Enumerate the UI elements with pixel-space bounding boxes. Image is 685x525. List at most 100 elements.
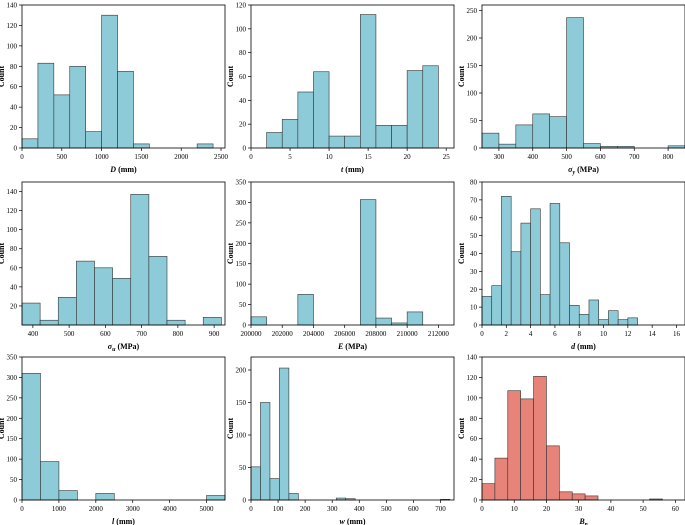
bar-B_p-7	[571, 493, 586, 501]
y-tick-label: 60	[470, 214, 478, 222]
bar-w-4	[288, 493, 299, 501]
x-tick-label: 700	[136, 330, 147, 338]
x-tick-label: 0	[20, 153, 24, 161]
plot-frame	[250, 356, 455, 501]
bar-E-8	[375, 317, 392, 326]
y-tick-label: 30	[470, 268, 478, 276]
y-tick-label: 80	[10, 63, 18, 71]
y-axis-label: Count	[457, 65, 466, 87]
x-tick-label: 0	[249, 505, 253, 513]
bar-w-1	[260, 402, 271, 501]
x-tick-label: 208000	[365, 330, 387, 338]
y-tick-label: 50	[239, 464, 247, 472]
bar-t-2	[297, 91, 314, 149]
bar-l-2	[58, 490, 78, 501]
y-tick-label: 80	[470, 179, 478, 187]
chart-panel-E: 200000 202000 204000 206000 208000 210000 2120…	[226, 179, 455, 351]
plot-frame	[250, 181, 455, 326]
y-tick-label: 350	[7, 354, 18, 362]
x-tick-label: 202000	[272, 330, 294, 338]
x-tick-label: 0	[480, 330, 484, 338]
bar-d-3	[510, 251, 522, 326]
x-tick-label: 900	[209, 330, 220, 338]
bar-d-8	[559, 242, 570, 326]
y-tick-label: 0	[243, 322, 247, 330]
x-tick-label: 204000	[303, 330, 325, 338]
y-tick-label: 100	[467, 394, 478, 402]
bar-w-3	[279, 367, 290, 501]
bar-t-8	[391, 125, 408, 149]
y-tick-label: 100	[236, 281, 247, 289]
y-tick-label: 0	[243, 497, 247, 505]
y-tick-label: 20	[10, 302, 18, 310]
y-tick-label: 100	[7, 42, 18, 50]
y-axis-label: Count	[457, 417, 466, 439]
y-tick-label: 0	[474, 145, 478, 153]
y-tick-label: 20	[470, 286, 478, 294]
bar-d-0	[481, 296, 493, 326]
plot-frame	[21, 4, 226, 149]
plot-frame	[21, 181, 226, 326]
x-tick-label: 1500	[134, 153, 149, 161]
x-tick-label: 20	[404, 153, 412, 161]
y-tick-label: 200	[236, 367, 247, 375]
x-tick-label: 300	[327, 505, 338, 513]
x-tick-label: 600	[595, 153, 606, 161]
y-tick-label: 40	[470, 456, 478, 464]
x-tick-label: 100	[273, 505, 284, 513]
bar-D-3	[69, 65, 86, 149]
bar-l-1	[40, 461, 60, 501]
y-tick-label: 60	[10, 83, 18, 91]
x-axis-label: Bp	[578, 517, 587, 525]
x-tick-label: 5000	[200, 505, 215, 513]
y-tick-label: 0	[474, 497, 478, 505]
bar-sigma_y-1	[498, 143, 517, 149]
y-tick-label: 120	[7, 207, 18, 215]
bar-d-13	[608, 310, 619, 326]
y-tick-label: 50	[470, 117, 478, 125]
bar-B_p-8	[584, 495, 599, 501]
x-tick-label: 0	[480, 505, 484, 513]
y-tick-label: 250	[7, 394, 18, 402]
bar-t-4	[328, 135, 345, 149]
x-tick-label: 800	[663, 153, 674, 161]
y-tick-label: 70	[470, 196, 478, 204]
plot-frame	[481, 356, 685, 501]
x-tick-label: 16	[673, 330, 681, 338]
x-tick-label: 1000	[52, 505, 67, 513]
y-tick-label: 100	[467, 90, 478, 98]
bar-sigma_u-10	[202, 317, 222, 326]
bar-sigma_y-2	[515, 124, 534, 149]
x-tick-label: 50	[640, 505, 648, 513]
x-tick-label: 500	[57, 153, 68, 161]
bar-d-6	[540, 294, 551, 326]
bar-sigma_u-7	[148, 256, 168, 326]
y-tick-label: 120	[467, 374, 478, 382]
bar-sigma_y-5	[566, 17, 584, 149]
x-tick-label: 4	[529, 330, 533, 338]
y-tick-label: 50	[239, 301, 247, 309]
bar-d-14	[617, 319, 629, 326]
y-tick-label: 250	[467, 7, 478, 15]
chart-panel-sigma_u: 400 500 600 700 800 900 20 40 60 80 100 120 140 Count…	[0, 181, 226, 353]
y-tick-label: 150	[236, 399, 247, 407]
bar-B_p-4	[533, 376, 547, 501]
chart-panel-w: 0 100 200 300 400 500 600 700 0 50 100 150 200 Count w…	[226, 356, 455, 525]
x-tick-label: 25	[443, 153, 451, 161]
y-tick-label: 100	[7, 226, 18, 234]
chart-panel-t: 0 5 10 15 20 25 0 20 40 60 80 100 120 Count t (mm)	[226, 2, 455, 174]
bar-B_p-5	[546, 445, 560, 501]
x-tick-label: 700	[435, 505, 446, 513]
x-axis-label: l (mm)	[112, 517, 135, 525]
x-tick-label: 500	[561, 153, 572, 161]
x-tick-label: 400	[528, 153, 539, 161]
x-tick-label: 10	[326, 153, 334, 161]
y-tick-label: 300	[7, 374, 18, 382]
bar-d-11	[588, 299, 599, 326]
y-tick-label: 100	[7, 456, 18, 464]
bar-w-2	[269, 478, 280, 501]
y-tick-label: 60	[10, 264, 18, 272]
bar-sigma_u-5	[112, 277, 132, 326]
bar-d-5	[530, 208, 541, 326]
